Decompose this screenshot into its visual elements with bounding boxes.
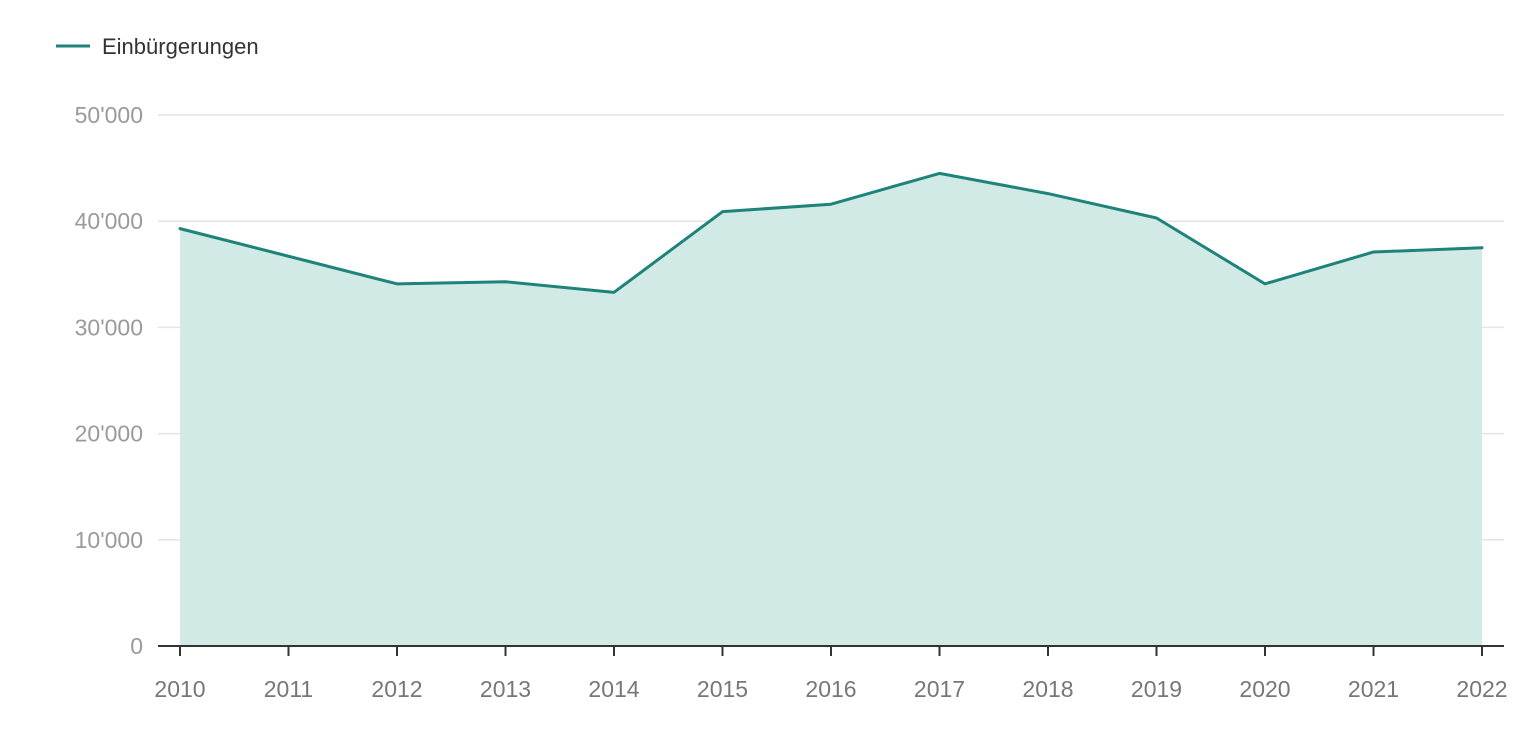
legend: Einbürgerungen (56, 34, 259, 59)
data-point (391, 278, 403, 290)
x-tick-label: 2014 (588, 676, 639, 702)
data-point (283, 250, 295, 262)
x-tick-label: 2015 (697, 676, 748, 702)
data-point (1476, 242, 1488, 254)
x-tick-label: 2012 (371, 676, 422, 702)
x-tick-label: 2016 (805, 676, 856, 702)
data-point (825, 198, 837, 210)
y-tick-label: 30'000 (75, 314, 143, 340)
data-point (1368, 246, 1380, 258)
data-point (1259, 278, 1271, 290)
data-point (608, 286, 620, 298)
data-point (1151, 212, 1163, 224)
x-tick-label: 2010 (154, 676, 205, 702)
y-tick-label: 50'000 (75, 102, 143, 128)
data-point (500, 276, 512, 288)
y-tick-label: 10'000 (75, 527, 143, 553)
series-area (174, 167, 1488, 646)
x-tick-label: 2011 (264, 676, 313, 702)
legend-label-einbuergerungen: Einbürgerungen (102, 34, 259, 59)
data-point (717, 206, 729, 218)
x-tick-label: 2017 (914, 676, 965, 702)
y-tick-label: 0 (130, 633, 143, 659)
y-axis: 0 10'000 20'000 30'000 40'000 50'000 (75, 102, 143, 659)
x-axis: 2010 2011 2012 2013 2014 2015 2016 2017 2018 2019… (154, 645, 1508, 702)
data-point (1042, 188, 1054, 200)
x-tick-label: 2022 (1456, 676, 1507, 702)
y-tick-label: 40'000 (75, 208, 143, 234)
x-tick-label: 2020 (1239, 676, 1290, 702)
x-tick-label: 2021 (1348, 676, 1399, 702)
x-tick-label: 2019 (1131, 676, 1182, 702)
y-tick-label: 20'000 (75, 421, 143, 447)
data-point (174, 223, 186, 235)
series-line (178, 171, 1484, 294)
x-tick-label: 2018 (1022, 676, 1073, 702)
area-fill (180, 173, 1482, 646)
data-point (934, 167, 946, 179)
x-tick-label: 2013 (480, 676, 531, 702)
